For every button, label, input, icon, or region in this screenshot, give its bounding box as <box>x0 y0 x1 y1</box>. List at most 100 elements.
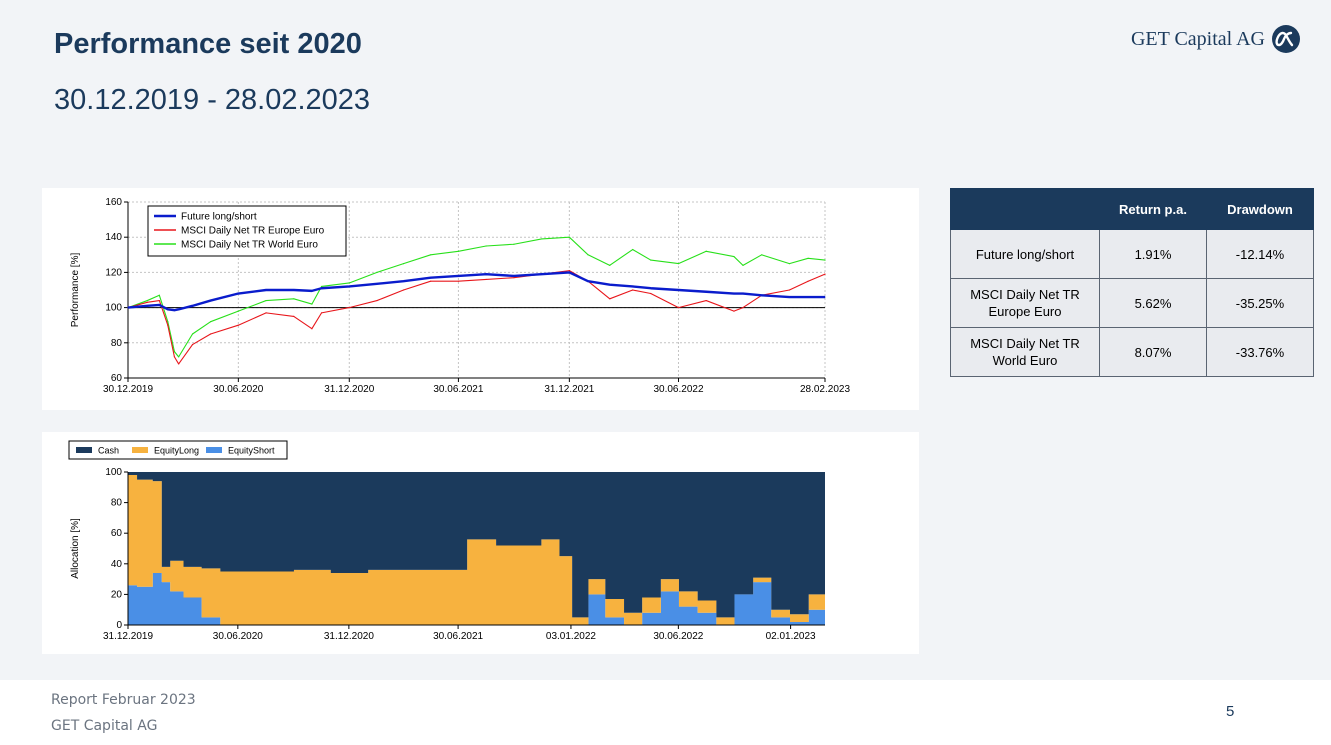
x-tick-label: 28.02.2023 <box>800 384 850 395</box>
data-point <box>705 299 707 302</box>
legend-box <box>68 440 288 460</box>
y-tick-label: 160 <box>105 197 122 208</box>
data-point <box>788 289 791 291</box>
legend-swatch <box>132 447 148 453</box>
data-point <box>293 315 295 317</box>
logo-text: GET Capital AG <box>1130 27 1265 50</box>
stats-header-blank <box>950 188 1100 230</box>
data-point <box>402 263 405 265</box>
legend-label: MSCI Daily Net TR Europe Euro <box>181 226 325 237</box>
allocation-chart: 0 20 40 60 80 100 31.12.2019 30.06.2020 31.12.20… <box>68 440 825 642</box>
chart-legend: Cash EquityLong EquityShort <box>68 440 288 460</box>
data-point <box>237 292 239 295</box>
data-point <box>742 264 744 266</box>
data-point <box>650 259 652 261</box>
x-tick-label: 30.06.2022 <box>653 384 703 395</box>
performance-chart: 60 80 100 120 140 160 30.12.2019 30.06.2020 31.1… <box>70 197 850 395</box>
data-point <box>320 285 323 288</box>
y-tick-label: 60 <box>111 373 123 384</box>
data-point <box>265 289 267 291</box>
data-point <box>320 312 323 314</box>
area-cash <box>128 472 825 618</box>
x-tick-label: 30.06.2022 <box>653 631 703 642</box>
data-point <box>457 280 460 282</box>
row-drawdown: -12.14% <box>1206 229 1314 279</box>
x-tick-label: 31.12.2020 <box>324 631 374 642</box>
data-point <box>158 294 160 296</box>
data-point <box>265 299 267 302</box>
data-point <box>376 299 378 302</box>
data-point <box>705 291 707 293</box>
data-point <box>677 307 680 309</box>
x-tick-label: 02.01.2023 <box>766 631 816 642</box>
data-point <box>293 289 295 291</box>
y-tick-label: 0 <box>116 620 122 631</box>
data-point <box>788 263 791 265</box>
data-point <box>705 250 707 252</box>
x-tick-label: 31.12.2021 <box>544 384 594 395</box>
data-point <box>311 303 313 305</box>
data-point <box>430 280 432 282</box>
data-point <box>178 308 180 310</box>
y-tick-label: 80 <box>111 498 123 509</box>
data-point <box>178 363 180 365</box>
table-row: MSCI Daily Net TR World Euro 8.07% -33.7… <box>950 327 1314 377</box>
y-tick-label: 40 <box>111 559 123 570</box>
data-point <box>485 278 487 281</box>
legend-label: MSCI Daily Net TR World Euro <box>181 240 318 251</box>
data-point <box>237 310 239 312</box>
footer-company: GET Capital AG <box>51 718 158 734</box>
x-tick-label: 30.06.2021 <box>433 631 483 642</box>
row-return: 1.91% <box>1099 229 1207 279</box>
data-point <box>761 254 763 256</box>
data-point <box>733 255 735 258</box>
data-point <box>609 284 611 286</box>
legend-swatch <box>206 447 222 453</box>
x-tick-label: 03.01.2022 <box>546 631 596 642</box>
data-point <box>824 273 826 275</box>
data-point <box>513 243 515 245</box>
data-point <box>632 285 634 288</box>
data-point <box>167 321 169 323</box>
data-point <box>742 307 744 309</box>
allocation-chart-panel: 0 20 40 60 80 100 31.12.2019 30.06.2020 31.12.20… <box>42 432 919 654</box>
data-point <box>191 305 194 307</box>
data-point <box>824 296 826 298</box>
data-point <box>568 236 570 238</box>
x-tick-label: 30.06.2020 <box>213 631 263 642</box>
footer-report: Report Februar 2023 <box>51 692 196 708</box>
data-point <box>146 305 148 307</box>
data-point <box>127 307 129 309</box>
data-point <box>402 289 405 291</box>
data-point <box>210 299 212 302</box>
series-line-0 <box>127 271 825 312</box>
data-point <box>457 250 460 252</box>
y-tick-label: 60 <box>111 528 123 539</box>
data-point <box>513 275 515 277</box>
data-point <box>402 280 405 282</box>
data-point <box>430 254 432 256</box>
data-point <box>320 287 323 289</box>
data-point <box>376 271 378 273</box>
row-return: 8.07% <box>1099 327 1207 377</box>
stats-header-row: Return p.a. Drawdown <box>950 188 1314 230</box>
alpha-logo-icon <box>1272 25 1300 53</box>
legend-label: EquityLong <box>154 446 199 456</box>
data-point <box>348 282 350 284</box>
row-name: MSCI Daily Net TR Europe Euro <box>950 278 1100 328</box>
series-line-2 <box>127 236 826 358</box>
x-tick-label: 30.06.2020 <box>213 384 263 395</box>
data-point <box>742 292 744 295</box>
y-tick-label: 20 <box>111 589 123 600</box>
legend-label: Future long/short <box>181 212 257 223</box>
data-point <box>146 301 148 303</box>
data-point <box>146 299 148 302</box>
data-point <box>311 328 313 330</box>
legend-box <box>147 205 347 257</box>
y-axis-label: Performance [%] <box>70 253 81 328</box>
data-point <box>513 277 515 279</box>
row-drawdown: -35.25% <box>1206 278 1314 328</box>
data-point <box>632 248 634 251</box>
data-point <box>191 333 194 335</box>
data-point <box>733 292 735 295</box>
